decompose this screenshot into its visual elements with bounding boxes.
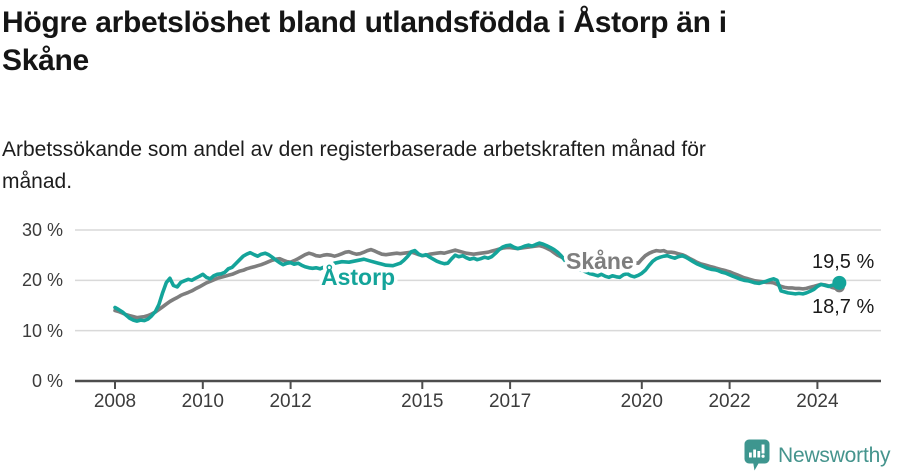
newsworthy-wordmark: Newsworthy bbox=[778, 443, 891, 467]
y-tick-label-30: 30 % bbox=[21, 220, 63, 240]
x-tick-label-2024: 2024 bbox=[796, 391, 839, 412]
series-end-dot-astorp bbox=[832, 275, 847, 290]
y-tick-label-10: 10 % bbox=[21, 320, 63, 341]
series-label-skane: Skåne bbox=[566, 248, 634, 274]
x-tick-label-2020: 2020 bbox=[620, 391, 663, 412]
end-value-label-astorp: 19,5 % bbox=[812, 251, 875, 273]
subtitle-line-2: månad. bbox=[2, 170, 73, 193]
title-line-2: Skåne bbox=[2, 44, 89, 77]
x-tick-label-2008: 2008 bbox=[93, 391, 137, 412]
end-value-label-skane: 18,7 % bbox=[812, 296, 875, 318]
x-tick-label-2012: 2012 bbox=[269, 391, 312, 412]
series-line-skane bbox=[113, 243, 842, 320]
page-title: Högre arbetslöshet bland utlandsfödda i … bbox=[2, 4, 882, 80]
newsworthy-bubble-chart-icon bbox=[744, 439, 770, 471]
title-line-1: Högre arbetslöshet bland utlandsfödda i … bbox=[2, 6, 727, 39]
chart-subtitle: Arbetssökande som andel av den registerb… bbox=[2, 134, 882, 198]
series-line-astorp bbox=[113, 241, 842, 323]
y-tick-label-0: 0 % bbox=[31, 371, 63, 391]
x-tick-label-2022: 2022 bbox=[708, 391, 751, 412]
subtitle-line-1: Arbetssökande som andel av den registerb… bbox=[2, 138, 706, 161]
x-tick-label-2010: 2010 bbox=[181, 391, 224, 412]
newsworthy-logo: Newsworthy bbox=[744, 439, 900, 472]
x-tick-label-2015: 2015 bbox=[401, 391, 444, 412]
x-tick-label-2017: 2017 bbox=[488, 391, 532, 412]
series-label-astorp: Åstorp bbox=[321, 263, 395, 290]
y-tick-label-20: 20 % bbox=[21, 270, 63, 291]
